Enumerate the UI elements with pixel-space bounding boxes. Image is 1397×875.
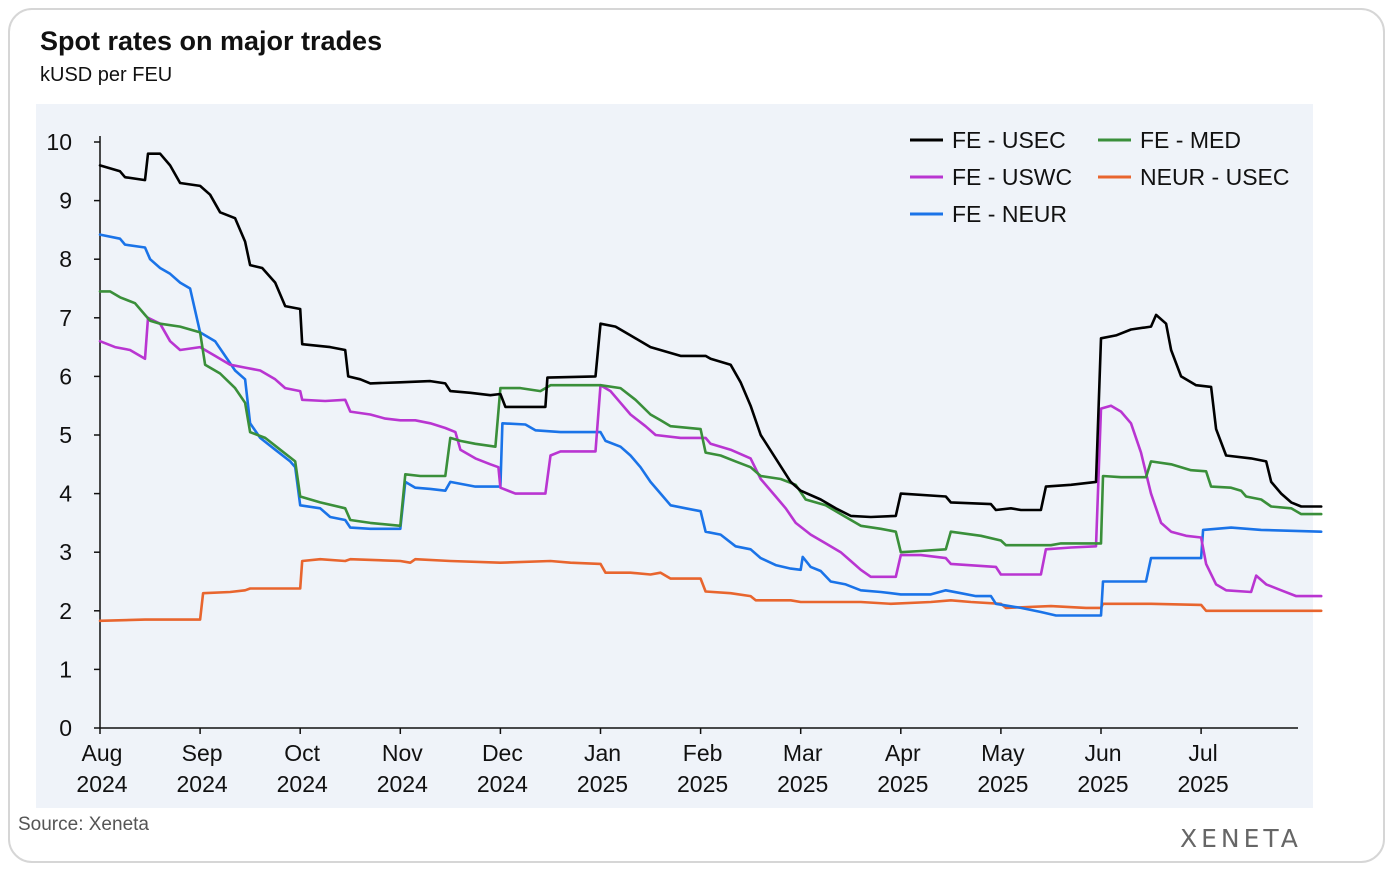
series-line-fe-med [98, 290, 1323, 554]
x-tick-year-may-2025: 2025 [977, 771, 1028, 797]
y-tick-label-4: 4 [59, 481, 72, 507]
x-tick-year-apr-2025: 2025 [877, 771, 928, 797]
x-tick-year-nov-2024: 2024 [377, 771, 428, 797]
x-tick-month-oct-2024: Oct [284, 740, 320, 766]
x-tick-month-dec-2024: Dec [482, 740, 523, 766]
x-tick-month-mar-2025: Mar [783, 740, 823, 766]
x-tick-year-jan-2025: 2025 [577, 771, 628, 797]
y-tick-label-0: 0 [59, 715, 72, 741]
series-line-fe-uswc [98, 316, 1323, 598]
series-line-fe-neur [98, 233, 1323, 617]
series-line-neur-usec [98, 557, 1323, 623]
chart-title: Spot rates on major trades [40, 26, 383, 56]
chart-subtitle: kUSD per FEU [40, 64, 173, 86]
x-tick-year-aug-2024: 2024 [76, 771, 127, 797]
legend-label-neur-usec: NEUR - USEC [1140, 164, 1290, 190]
x-tick-year-mar-2025: 2025 [777, 771, 828, 797]
x-tick-year-feb-2025: 2025 [677, 771, 728, 797]
x-tick-month-nov-2024: Nov [382, 740, 423, 766]
y-tick-label-3: 3 [59, 539, 72, 565]
x-tick-month-feb-2025: Feb [683, 740, 723, 766]
y-tick-label-7: 7 [59, 305, 72, 331]
y-tick-label-5: 5 [59, 422, 72, 448]
x-tick-month-sep-2024: Sep [182, 740, 223, 766]
y-tick-label-9: 9 [59, 188, 72, 214]
x-tick-month-may-2025: May [981, 740, 1025, 766]
legend-label-fe-med: FE - MED [1140, 127, 1241, 153]
x-tick-year-sep-2024: 2024 [177, 771, 228, 797]
y-tick-label-10: 10 [46, 129, 72, 155]
x-tick-month-apr-2025: Apr [885, 740, 921, 766]
y-tick-label-1: 1 [59, 656, 72, 682]
y-tick-label-8: 8 [59, 246, 72, 272]
legend-label-fe-neur: FE - NEUR [952, 201, 1067, 227]
x-tick-year-jul-2025: 2025 [1178, 771, 1229, 797]
xeneta-logo: XENETA [1180, 824, 1302, 853]
x-tick-month-aug-2024: Aug [82, 740, 123, 766]
legend-label-fe-uswc: FE - USWC [952, 164, 1072, 190]
x-tick-month-jun-2025: Jun [1084, 740, 1121, 766]
x-tick-month-jul-2025: Jul [1188, 740, 1217, 766]
x-tick-year-jun-2025: 2025 [1077, 771, 1128, 797]
legend-label-fe-usec: FE - USEC [952, 127, 1066, 153]
x-tick-year-oct-2024: 2024 [277, 771, 328, 797]
source-note: Source: Xeneta [18, 814, 149, 835]
y-tick-label-6: 6 [59, 363, 72, 389]
x-tick-year-dec-2024: 2024 [477, 771, 528, 797]
y-tick-label-2: 2 [59, 598, 72, 624]
series-line-fe-usec [98, 152, 1323, 519]
x-tick-month-jan-2025: Jan [584, 740, 621, 766]
